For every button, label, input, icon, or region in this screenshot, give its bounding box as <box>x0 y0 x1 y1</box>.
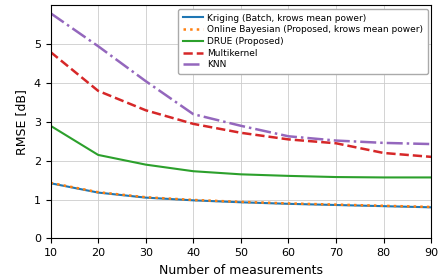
Online Bayesian (Proposed, krows mean power) <box>95 190 101 194</box>
X-axis label: Number of measurements: Number of measurements <box>159 264 323 274</box>
Online Bayesian (Proposed, krows mean power) <box>143 196 148 199</box>
KNN <box>286 135 291 138</box>
Kriging (Batch, krows mean power) <box>381 204 386 208</box>
Multikernel <box>48 50 53 54</box>
KNN <box>143 79 148 83</box>
Online Bayesian (Proposed, krows mean power) <box>286 202 291 205</box>
DRUE (Proposed) <box>191 170 196 173</box>
Multikernel <box>238 131 244 135</box>
KNN <box>381 141 386 145</box>
Online Bayesian (Proposed, krows mean power) <box>238 200 244 204</box>
Legend: Kriging (Batch, krows mean power), Online Bayesian (Proposed, krows mean power),: Kriging (Batch, krows mean power), Onlin… <box>178 9 428 74</box>
Online Bayesian (Proposed, krows mean power) <box>191 198 196 202</box>
DRUE (Proposed) <box>334 175 339 179</box>
Multikernel <box>334 142 339 145</box>
Multikernel <box>95 89 101 93</box>
DRUE (Proposed) <box>143 163 148 166</box>
Kriging (Batch, krows mean power) <box>429 206 434 209</box>
DRUE (Proposed) <box>238 173 244 176</box>
KNN <box>238 124 244 127</box>
Line: Multikernel: Multikernel <box>51 52 431 157</box>
Multikernel <box>286 138 291 141</box>
Online Bayesian (Proposed, krows mean power) <box>429 205 434 209</box>
Online Bayesian (Proposed, krows mean power) <box>334 203 339 206</box>
Online Bayesian (Proposed, krows mean power) <box>48 181 53 184</box>
Y-axis label: RMSE [dB]: RMSE [dB] <box>15 89 28 155</box>
Online Bayesian (Proposed, krows mean power) <box>381 204 386 207</box>
DRUE (Proposed) <box>381 176 386 179</box>
Kriging (Batch, krows mean power) <box>238 201 244 204</box>
Kriging (Batch, krows mean power) <box>95 191 101 194</box>
Kriging (Batch, krows mean power) <box>48 182 53 185</box>
KNN <box>334 139 339 142</box>
Multikernel <box>191 122 196 125</box>
DRUE (Proposed) <box>429 176 434 179</box>
DRUE (Proposed) <box>95 153 101 156</box>
Multikernel <box>429 155 434 158</box>
Line: KNN: KNN <box>51 13 431 144</box>
Kriging (Batch, krows mean power) <box>334 203 339 207</box>
Kriging (Batch, krows mean power) <box>191 199 196 202</box>
Kriging (Batch, krows mean power) <box>286 202 291 206</box>
Line: Online Bayesian (Proposed, krows mean power): Online Bayesian (Proposed, krows mean po… <box>51 183 431 207</box>
DRUE (Proposed) <box>286 174 291 178</box>
Line: Kriging (Batch, krows mean power): Kriging (Batch, krows mean power) <box>51 183 431 207</box>
Kriging (Batch, krows mean power) <box>143 196 148 199</box>
KNN <box>429 142 434 146</box>
KNN <box>95 45 101 48</box>
Multikernel <box>381 151 386 155</box>
KNN <box>191 113 196 116</box>
KNN <box>48 12 53 15</box>
Multikernel <box>143 109 148 112</box>
DRUE (Proposed) <box>48 124 53 127</box>
Line: DRUE (Proposed): DRUE (Proposed) <box>51 126 431 178</box>
